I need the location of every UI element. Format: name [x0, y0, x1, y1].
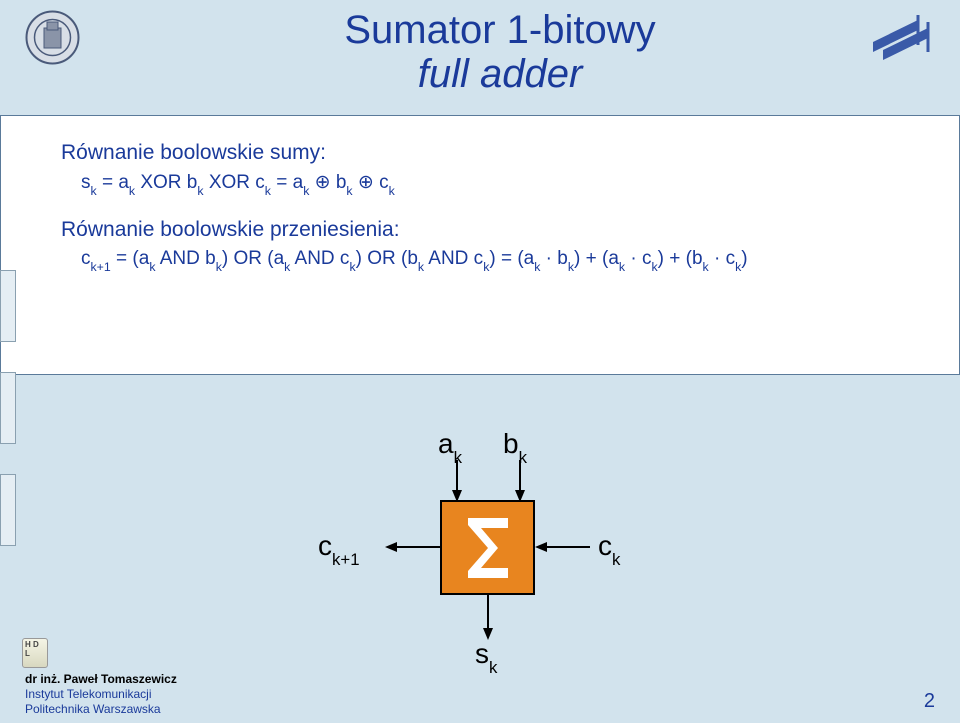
input-ck-label: ck — [598, 530, 620, 567]
arrow-ck-in-icon — [535, 540, 590, 554]
page-number: 2 — [924, 690, 935, 713]
output-sk-label: sk — [475, 638, 497, 675]
university-crest-logo — [25, 10, 80, 65]
sum-equation-body: sk = ak XOR bk XOR ck = ak ⊕ bk ⊕ ck — [81, 171, 924, 196]
sum-equation-heading: Równanie boolowskie sumy: — [61, 141, 924, 165]
slide-title: Sumator 1-bitowy full adder — [40, 0, 960, 96]
arrow-sk-out-icon — [481, 595, 495, 640]
author-name: dr inż. Paweł Tomaszewicz — [25, 672, 177, 687]
arrow-b-down-icon — [513, 460, 527, 502]
side-tab — [0, 372, 16, 444]
side-tab — [0, 270, 16, 342]
side-tab — [0, 474, 16, 546]
carry-equation-body: ck+1 = (ak AND bk) OR (ak AND ck) OR (bk… — [81, 248, 924, 272]
title-line-1: Sumator 1-bitowy — [40, 8, 960, 52]
left-tab-strip — [0, 270, 16, 576]
content-panel: Równanie boolowskie sumy: sk = ak XOR bk… — [0, 115, 960, 375]
carry-equation-heading: Równanie boolowskie przeniesienia: — [61, 218, 924, 242]
institute-line: Instytut Telekomunikacji — [25, 687, 177, 702]
sigma-icon — [463, 513, 513, 583]
hdl-badge-icon: H D L — [22, 638, 48, 668]
sigma-block — [440, 500, 535, 595]
adder-block-diagram: ak bk ck ck+1 sk — [300, 400, 700, 660]
university-line: Politechnika Warszawska — [25, 702, 177, 717]
title-line-2: full adder — [40, 52, 960, 96]
output-ck1-label: ck+1 — [318, 530, 360, 567]
footer-credits: dr inż. Paweł Tomaszewicz Instytut Telek… — [25, 672, 177, 717]
institute-logo — [868, 10, 940, 60]
arrow-ck1-out-icon — [385, 540, 442, 554]
arrow-a-down-icon — [450, 460, 464, 502]
